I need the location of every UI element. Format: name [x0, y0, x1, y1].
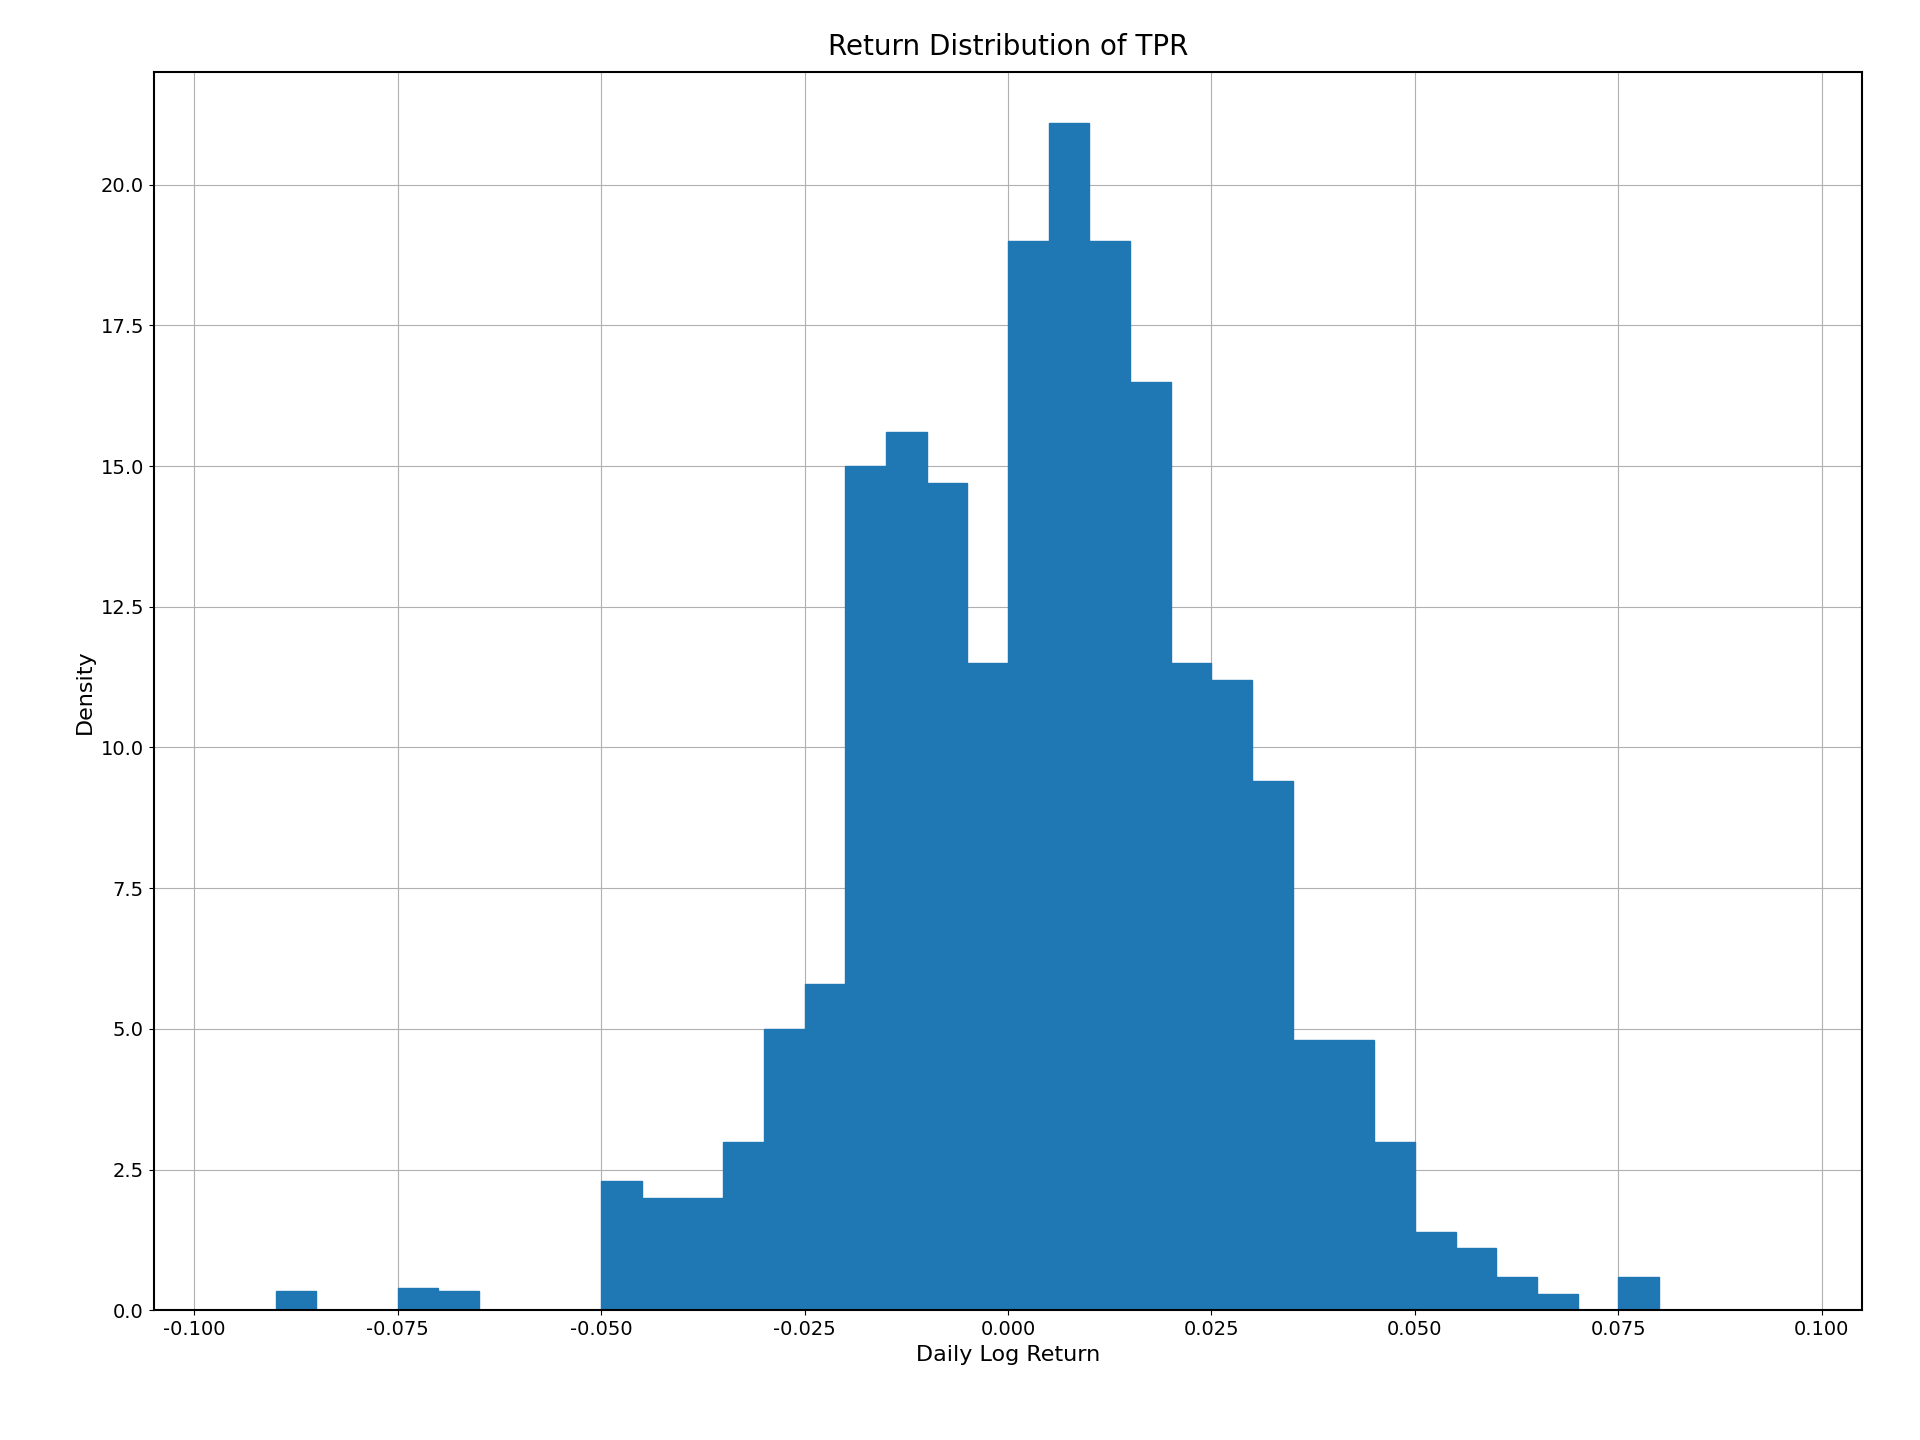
Bar — [641, 1198, 682, 1310]
Bar — [397, 1287, 438, 1310]
Bar — [1131, 382, 1171, 1310]
Bar — [1536, 1293, 1578, 1310]
Bar — [845, 467, 885, 1310]
Bar — [1375, 1142, 1415, 1310]
Bar — [1496, 1277, 1536, 1310]
Bar — [1171, 662, 1212, 1310]
Bar — [968, 662, 1008, 1310]
Bar — [1008, 240, 1048, 1310]
Bar — [927, 482, 968, 1310]
Bar — [601, 1181, 641, 1310]
Title: Return Distribution of TPR: Return Distribution of TPR — [828, 33, 1188, 62]
Bar — [1292, 1040, 1334, 1310]
Bar — [1415, 1231, 1455, 1310]
Bar — [682, 1198, 724, 1310]
X-axis label: Daily Log Return: Daily Log Return — [916, 1345, 1100, 1365]
Bar — [1212, 680, 1252, 1310]
Y-axis label: Density: Density — [75, 649, 94, 733]
Bar — [1048, 122, 1089, 1310]
Bar — [276, 1290, 317, 1310]
Bar — [724, 1142, 764, 1310]
Bar — [1334, 1040, 1375, 1310]
Bar — [1619, 1277, 1659, 1310]
Bar — [438, 1290, 480, 1310]
Bar — [1252, 782, 1292, 1310]
Bar — [1089, 240, 1131, 1310]
Bar — [764, 1030, 804, 1310]
Bar — [1455, 1248, 1496, 1310]
Bar — [804, 984, 845, 1310]
Bar — [885, 432, 927, 1310]
